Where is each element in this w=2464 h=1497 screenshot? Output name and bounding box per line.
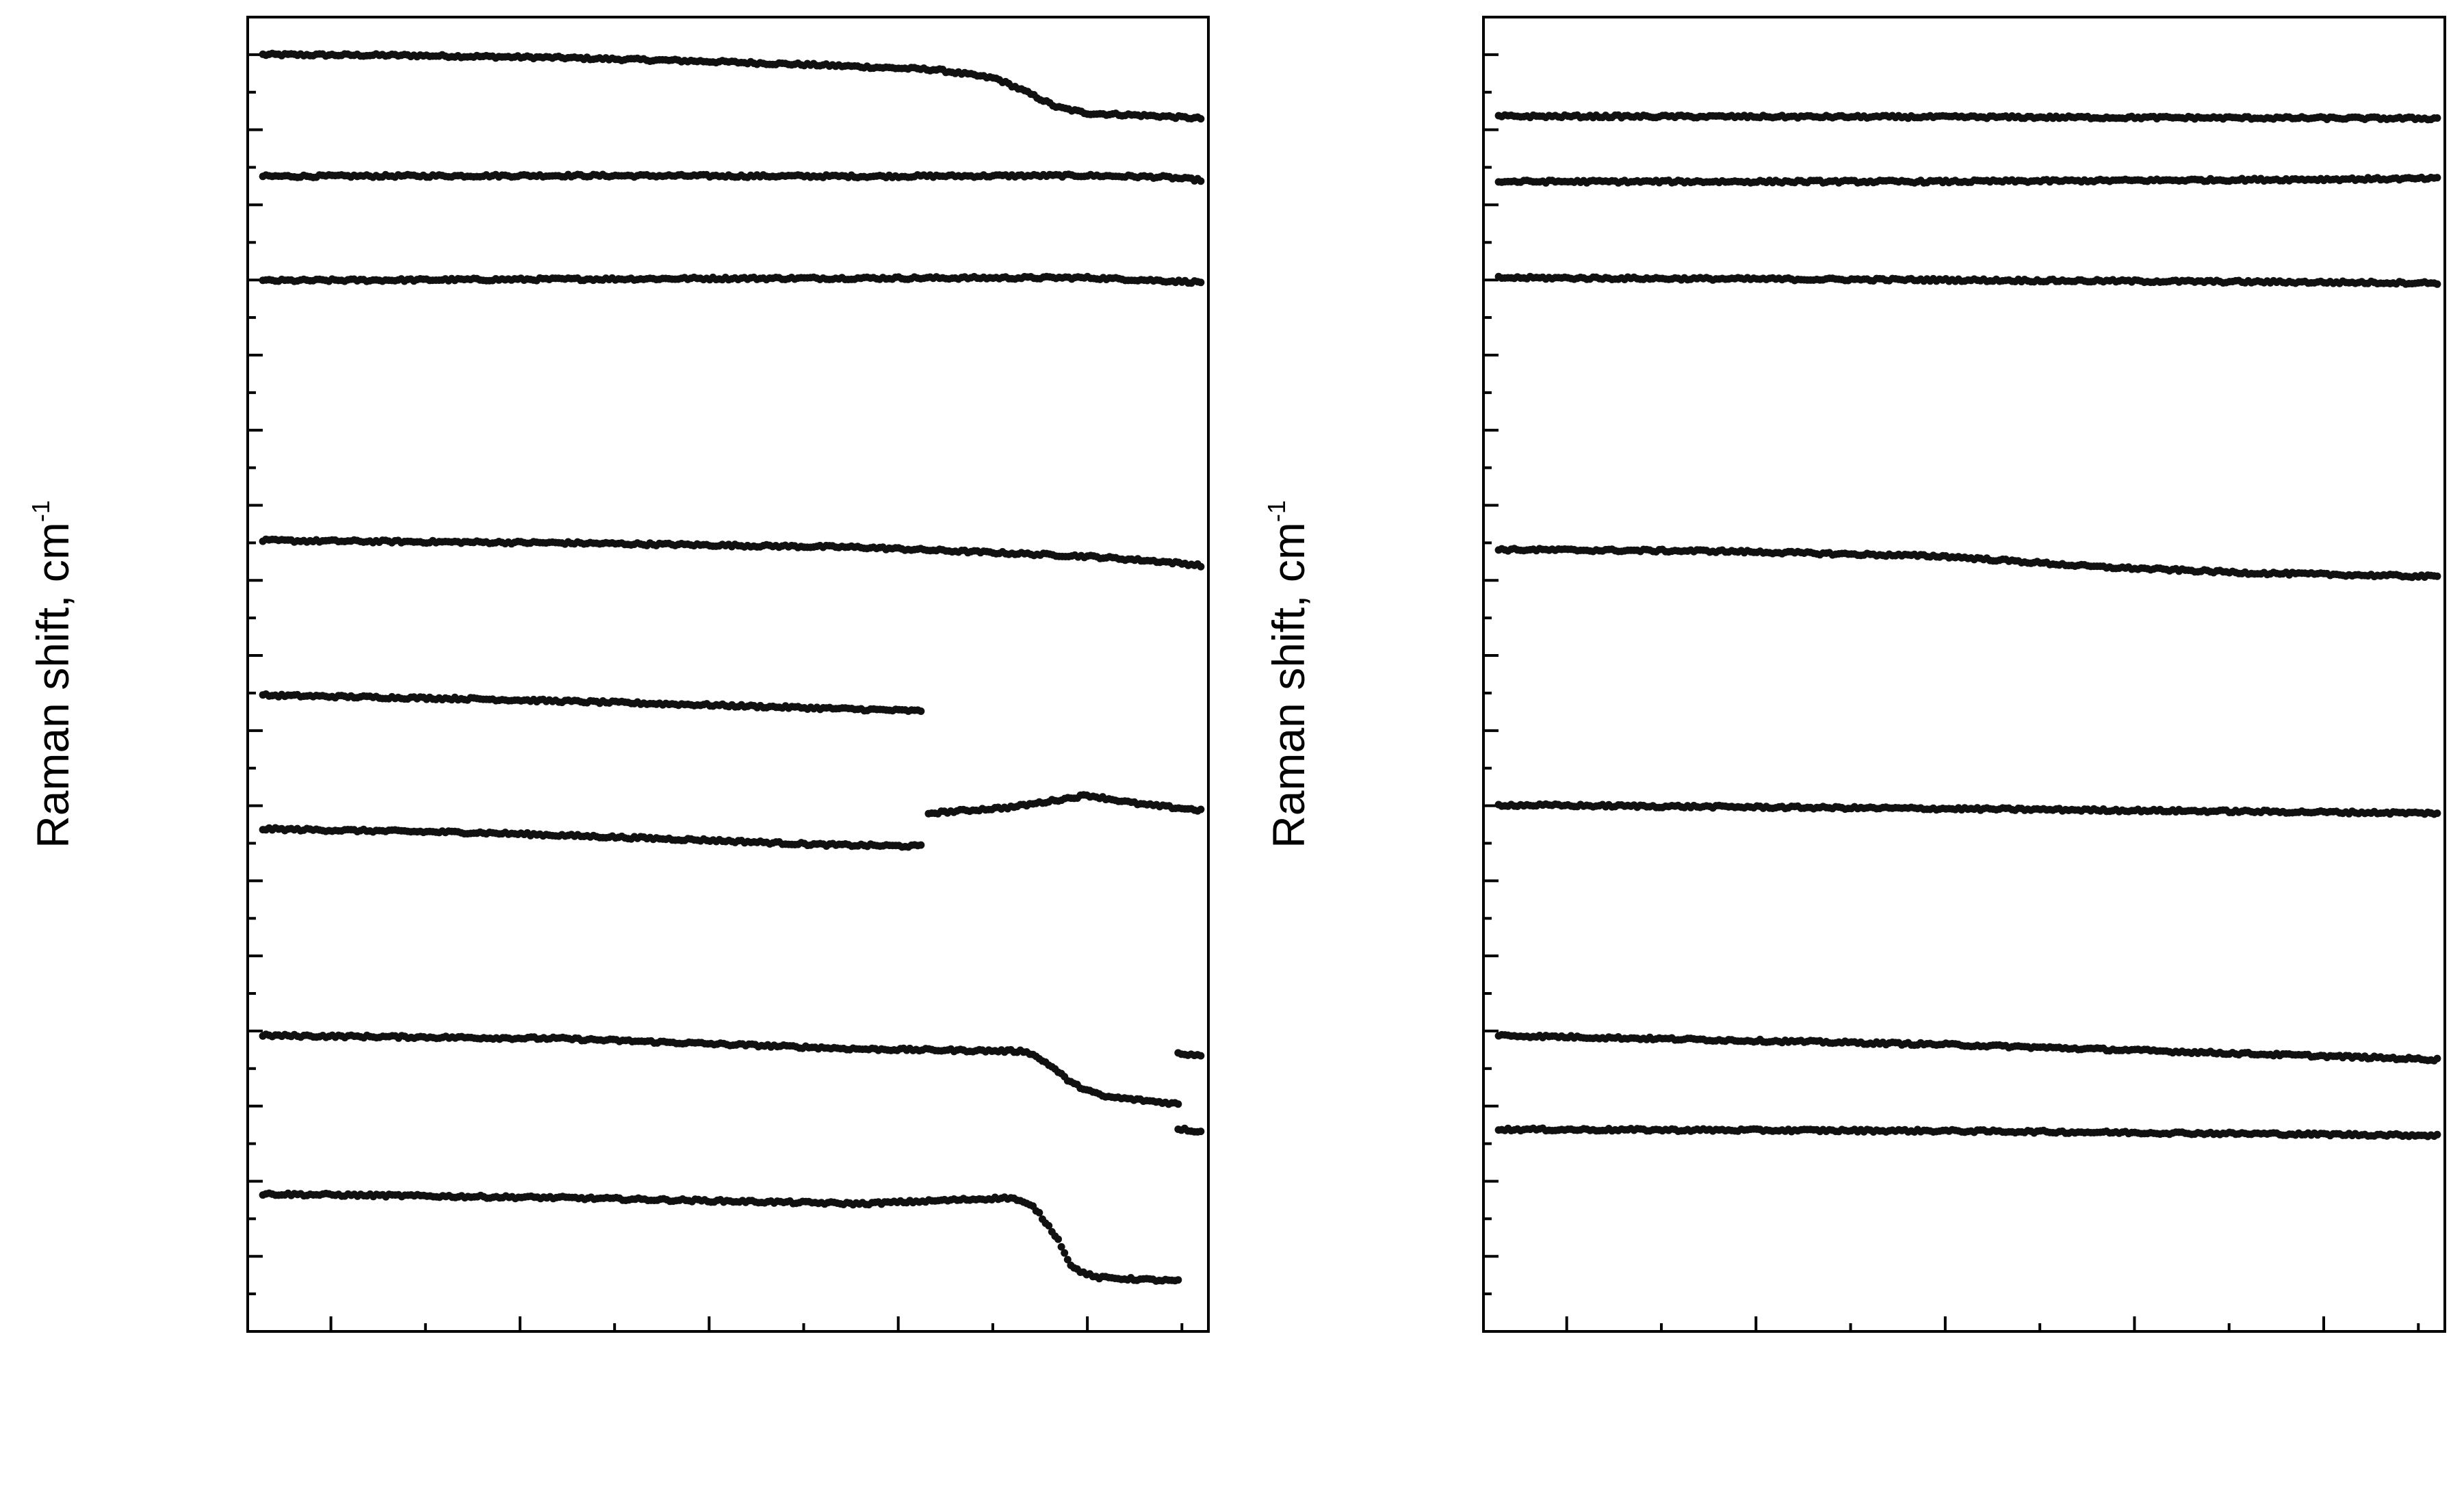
plot-frame [1482,16,2446,1333]
data-series-6 [1494,1030,2441,1065]
data-point [1197,1052,1205,1060]
data-series-7 [924,791,1205,818]
data-series-1 [1494,111,2441,124]
data-series-3 [259,272,1205,287]
data-series-8 [259,1030,1182,1108]
data-point [1197,177,1205,185]
data-point [1063,1255,1072,1264]
data-point [917,841,925,849]
data-point [1061,1249,1069,1257]
data-point [1197,562,1205,571]
data-point [1045,1222,1053,1229]
y-axis-title-text: Raman shift, cm [27,522,78,848]
data-series-5 [259,690,925,715]
y-axis-title-text: Raman shift, cm [1263,522,1314,848]
data-series-5 [1494,800,2441,818]
data-point [2433,572,2441,580]
data-point [917,707,925,715]
data-point [1057,1242,1065,1251]
data-point [2433,1054,2441,1063]
data-series-2 [259,170,1205,185]
data-point [1197,805,1205,813]
data-series-4 [259,535,1205,571]
data-point [2433,809,2441,818]
data-series-9 [1174,1049,1205,1060]
data-point [1174,1100,1182,1108]
data-point [1197,278,1205,287]
data-point [1035,1208,1043,1216]
data-point [1054,1235,1062,1243]
y-axis-title-superscript: -1 [27,500,55,522]
data-point [1197,115,1205,123]
y-axis-title: Raman shift, cm-1 [27,500,78,848]
data-series-7 [1494,1124,2441,1141]
data-point [1174,1276,1182,1284]
data-series-3 [1494,272,2441,288]
data-point [2433,114,2441,122]
data-series-4 [1494,545,2441,582]
data-point [1197,1128,1205,1136]
data-point [2433,174,2441,182]
y-axis-title-superscript: -1 [1262,500,1291,522]
panel-a-plot: Raman shift, cm-1 [27,16,1210,1333]
data-series-2 [1494,173,2441,187]
data-series-10 [1174,1124,1205,1136]
data-series-6 [259,824,925,851]
data-series-1 [259,49,1205,123]
y-axis-title: Raman shift, cm-1 [1262,500,1314,848]
panel-b-plot: Raman shift, cm-1 [1262,16,2446,1333]
data-point [2433,1130,2441,1138]
data-series-11 [259,1189,1182,1285]
data-point [2433,280,2441,288]
plot-frame [246,16,1210,1333]
